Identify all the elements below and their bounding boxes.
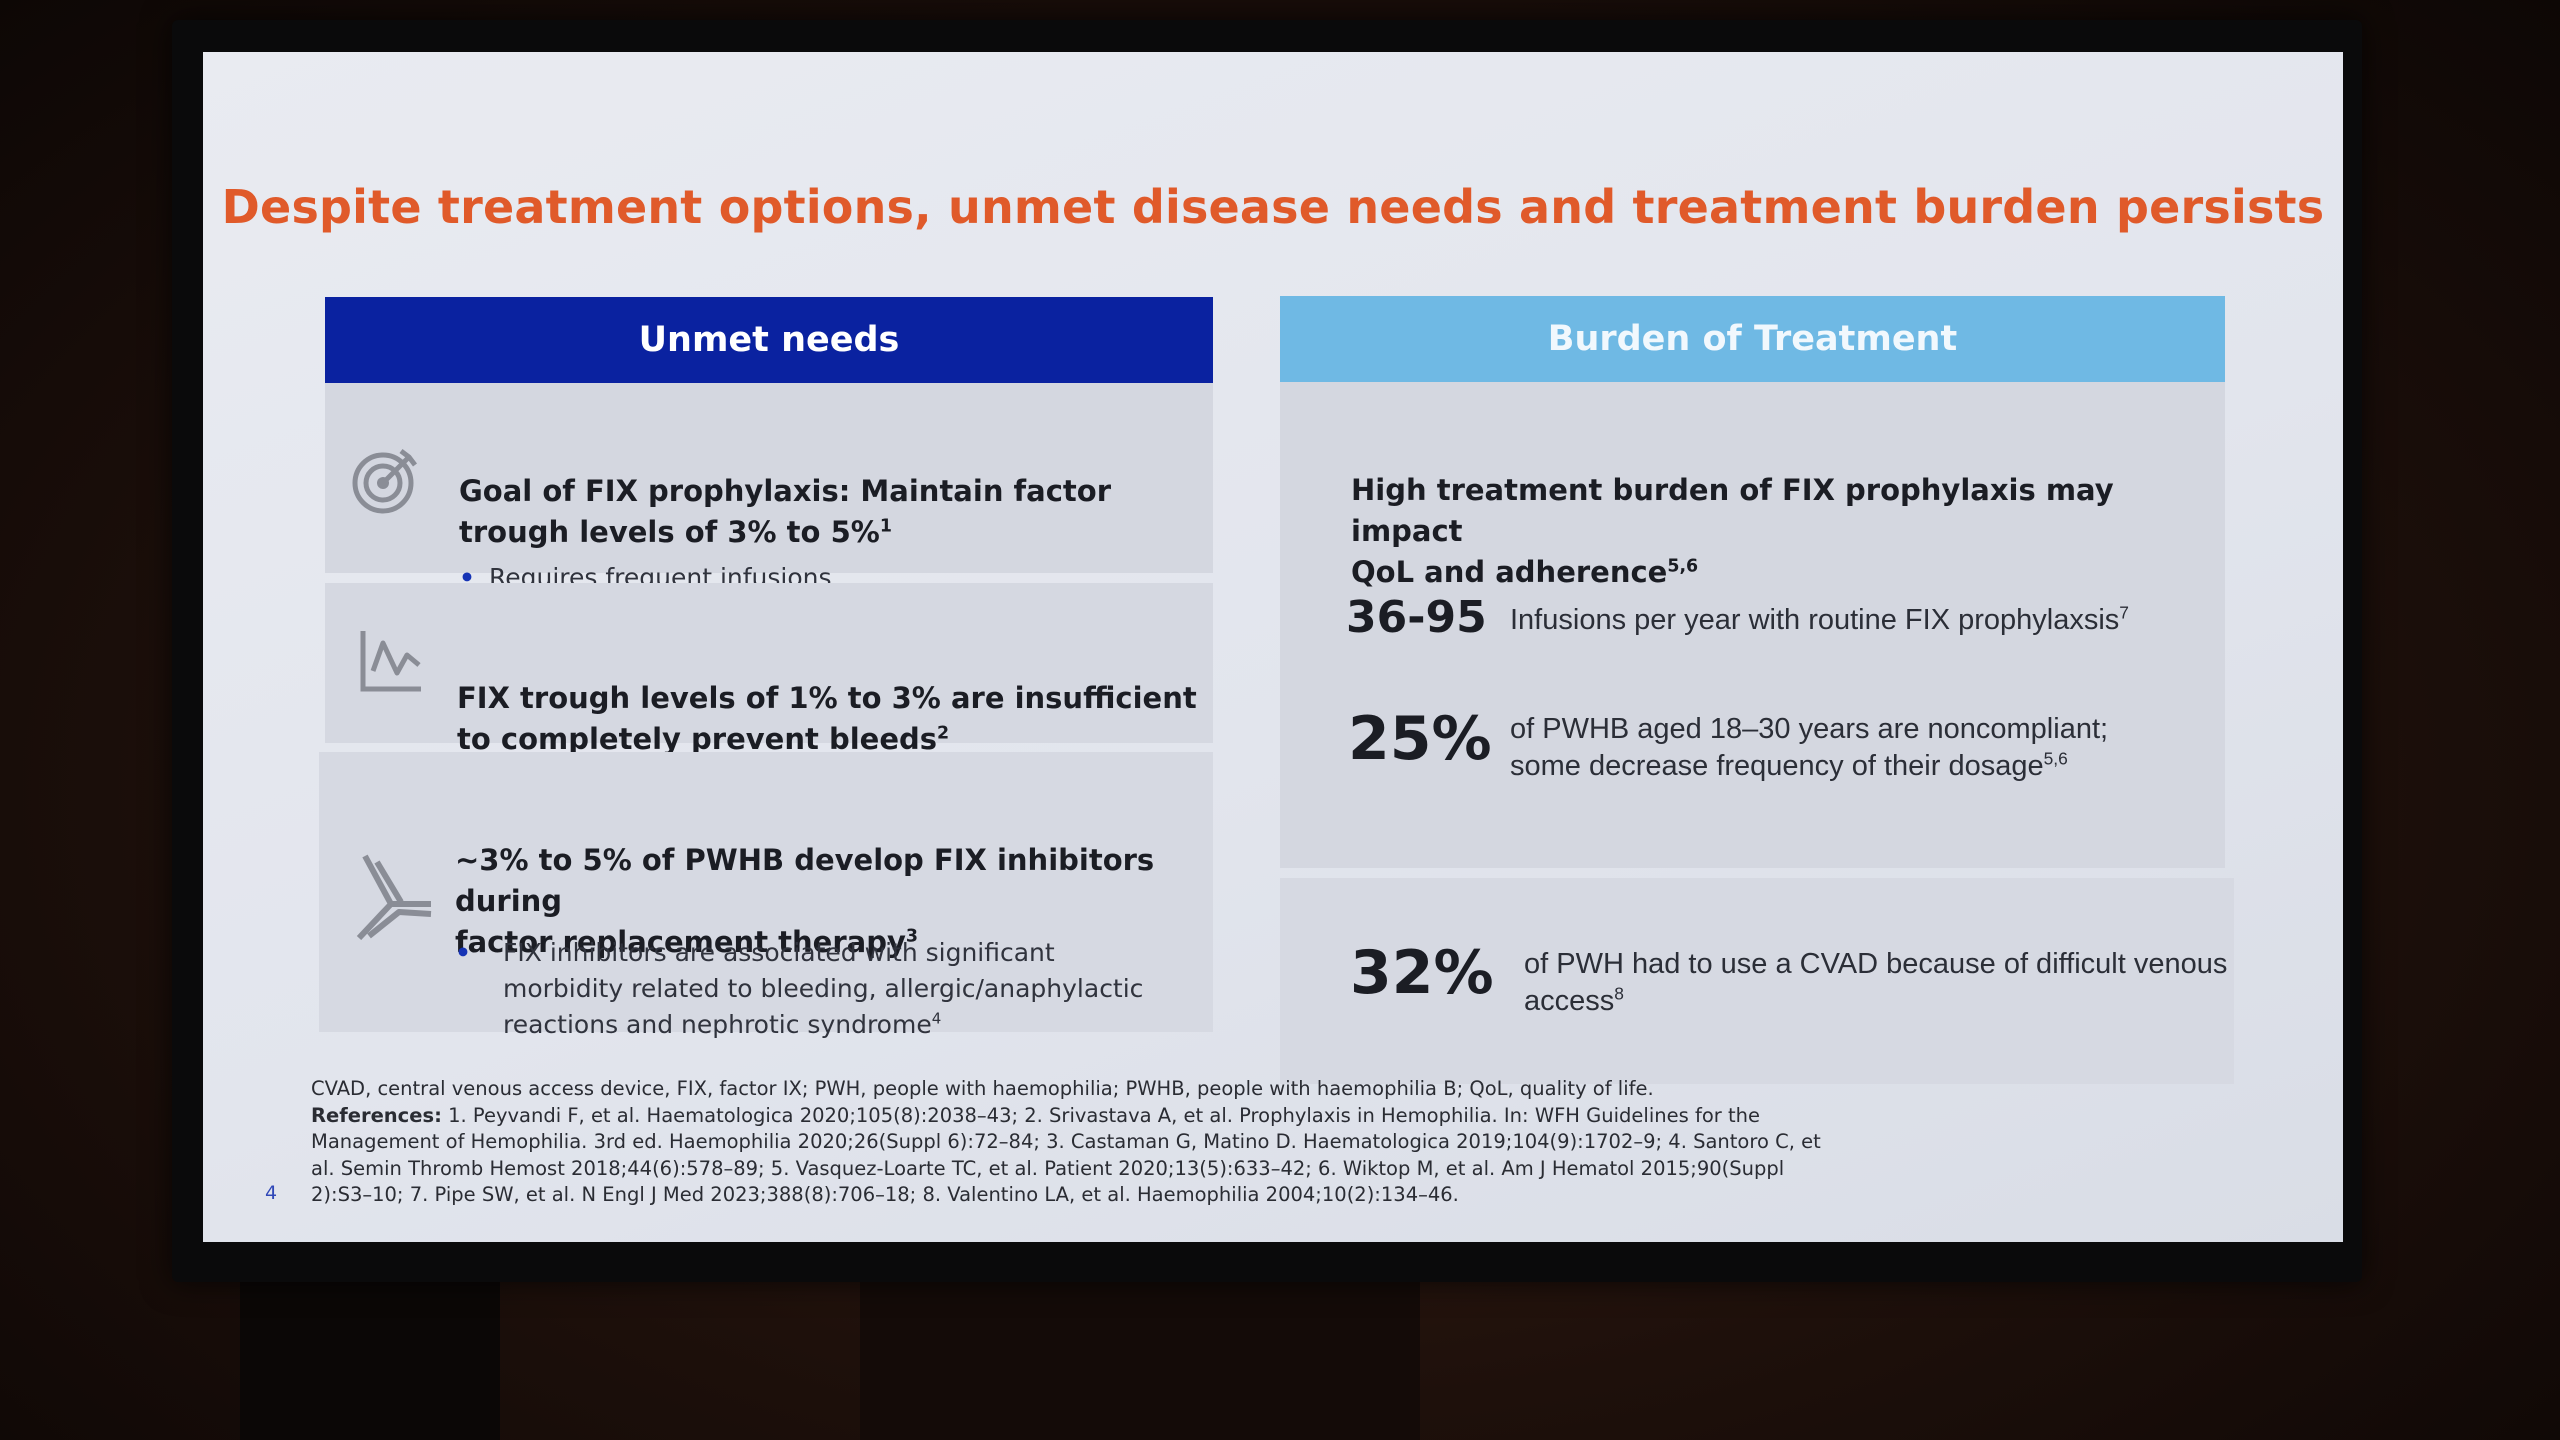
bullet-text: reactions and nephrotic syndrome [503, 1010, 932, 1039]
footnotes: CVAD, central venous access device, FIX,… [311, 1076, 1871, 1209]
title-line: factor replacement therapy [455, 925, 906, 959]
bullet-text: FIX inhibitors are associated with signi… [503, 938, 1055, 967]
monitor-stand-center [860, 1270, 1420, 1440]
reference-superscript: 4 [931, 1009, 942, 1028]
reference-superscript: 5,6 [2043, 748, 2068, 769]
line-chart-icon [360, 631, 421, 692]
reference-superscript: 7 [2119, 602, 2129, 623]
unmet-need-bullet: • FIX inhibitors are associated with sig… [455, 935, 1143, 1043]
unmet-need-title: Goal of FIX prophylaxis: Maintain factor… [459, 471, 1111, 553]
reference-superscript: 5,6 [1667, 556, 1699, 577]
page-number: 4 [265, 1182, 278, 1204]
title-line: Goal of FIX prophylaxis: Maintain factor [459, 474, 1112, 508]
intro-line: High treatment burden of FIX prophylaxis… [1351, 473, 2114, 548]
reference-text: 2):S3–10; 7. Pipe SW, et al. N Engl J Me… [311, 1183, 1459, 1206]
title-line: ~3% to 5% of PWHB develop FIX inhibitors… [455, 843, 1155, 918]
unmet-need-item-3: ~3% to 5% of PWHB develop FIX inhibitors… [319, 752, 1213, 1039]
stat-description: Infusions per year with routine FIX prop… [1510, 602, 2129, 639]
presentation-slide: Despite treatment options, unmet disease… [203, 52, 2343, 1242]
unmet-need-item-1: Goal of FIX prophylaxis: Maintain factor… [325, 383, 1213, 592]
bullet-text: morbidity related to bleeding, allergic/… [503, 974, 1144, 1003]
reference-text: Management of Hemophilia. 3rd ed. Haemop… [311, 1130, 1821, 1153]
unmet-need-title: FIX trough levels of 1% to 3% are insuff… [457, 678, 1197, 760]
burden-of-treatment-header: Burden of Treatment [1280, 296, 2225, 382]
unmet-need-item-2: FIX trough levels of 1% to 3% are insuff… [325, 583, 1213, 756]
title-line: FIX trough levels of 1% to 3% are insuff… [457, 681, 1197, 715]
stat-description: of PWHB aged 18–30 years are noncomplian… [1510, 711, 2108, 785]
stat-value-noncompliant: 25% [1348, 704, 1492, 774]
antibody-icon [356, 854, 432, 940]
reference-text: 1. Peyvandi F, et al. Haematologica 2020… [448, 1103, 1760, 1127]
abbreviations: CVAD, central venous access device, FIX,… [311, 1077, 1654, 1100]
target-icon [352, 449, 417, 514]
title-line: to completely prevent bleeds [457, 722, 938, 756]
stat-text: Infusions per year with routine FIX prop… [1510, 604, 2120, 636]
reference-superscript: 8 [1614, 983, 1624, 1004]
cvad-panel: 32% of PWH had to use a CVAD because of … [1280, 878, 2234, 1084]
reference-superscript: 1 [879, 516, 892, 537]
stat-description: of PWH had to use a CVAD because of diff… [1524, 946, 2227, 1020]
burden-panel: High treatment burden of FIX prophylaxis… [1280, 382, 2225, 868]
intro-line: QoL and adherence [1351, 555, 1668, 589]
title-line: trough levels of 3% to 5% [459, 515, 880, 549]
burden-intro: High treatment burden of FIX prophylaxis… [1351, 470, 2225, 593]
stat-value-cvad: 32% [1350, 938, 1494, 1008]
slide-title: Despite treatment options, unmet disease… [221, 180, 2325, 234]
stat-value-infusions: 36-95 [1346, 592, 1487, 643]
monitor-stand [240, 1270, 500, 1440]
reference-superscript: 3 [905, 926, 918, 947]
bullet-icon: • [455, 938, 471, 967]
stat-text: access [1524, 985, 1615, 1017]
unmet-needs-header: Unmet needs [325, 297, 1213, 383]
references-label: References: [311, 1103, 442, 1127]
unmet-need-title: ~3% to 5% of PWHB develop FIX inhibitors… [455, 840, 1213, 963]
stat-text: of PWHB aged 18–30 years are noncomplian… [1510, 713, 2109, 745]
reference-text: al. Semin Thromb Hemost 2018;44(6):578–8… [311, 1156, 1785, 1180]
reference-superscript: 2 [937, 723, 950, 744]
stat-text: some decrease frequency of their dosage [1510, 750, 2044, 782]
stat-text: of PWH had to use a CVAD because of diff… [1524, 948, 2228, 980]
